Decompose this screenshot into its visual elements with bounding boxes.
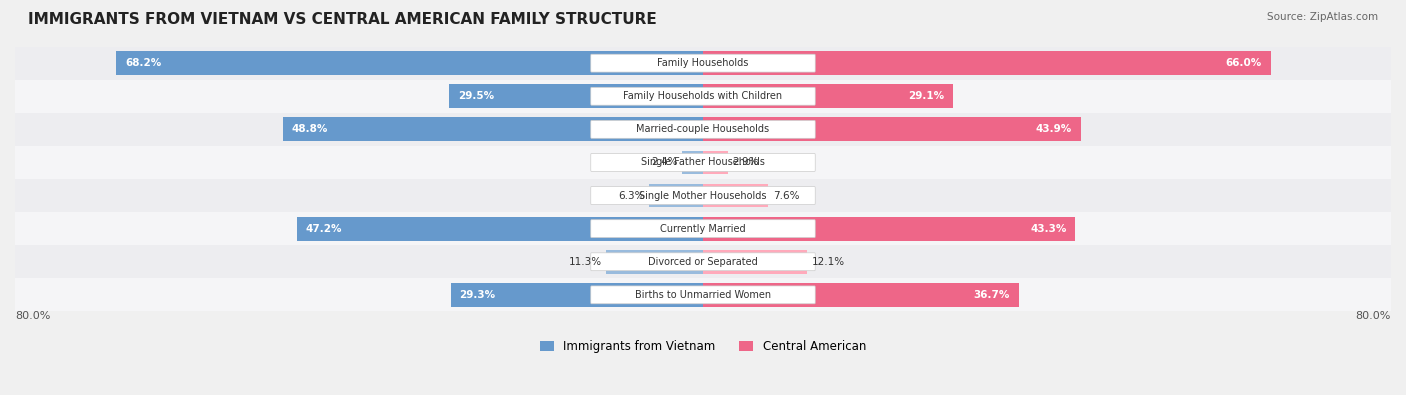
Text: 12.1%: 12.1%: [811, 257, 845, 267]
Bar: [15, 278, 1391, 311]
Bar: [703, 217, 1076, 241]
Bar: [15, 113, 1391, 146]
Text: Family Households with Children: Family Households with Children: [623, 91, 783, 101]
FancyBboxPatch shape: [591, 120, 815, 138]
Bar: [703, 250, 807, 274]
FancyBboxPatch shape: [591, 186, 815, 205]
Bar: [450, 85, 703, 108]
Text: 80.0%: 80.0%: [1355, 311, 1391, 322]
Bar: [703, 117, 1081, 141]
Bar: [297, 217, 703, 241]
Text: Single Mother Households: Single Mother Households: [640, 190, 766, 201]
Text: Source: ZipAtlas.com: Source: ZipAtlas.com: [1267, 12, 1378, 22]
Text: 68.2%: 68.2%: [125, 58, 162, 68]
Text: 66.0%: 66.0%: [1226, 58, 1263, 68]
Text: Births to Unmarried Women: Births to Unmarried Women: [636, 290, 770, 300]
Text: Single Father Households: Single Father Households: [641, 158, 765, 167]
Text: 29.3%: 29.3%: [460, 290, 496, 300]
Bar: [682, 150, 703, 174]
Bar: [284, 117, 703, 141]
FancyBboxPatch shape: [591, 54, 815, 72]
Bar: [703, 150, 728, 174]
Bar: [15, 80, 1391, 113]
Bar: [703, 184, 768, 207]
Text: Family Households: Family Households: [658, 58, 748, 68]
Bar: [15, 47, 1391, 80]
Text: 47.2%: 47.2%: [305, 224, 342, 234]
Text: 43.3%: 43.3%: [1031, 224, 1067, 234]
Text: 11.3%: 11.3%: [568, 257, 602, 267]
Bar: [117, 51, 703, 75]
Bar: [648, 184, 703, 207]
Bar: [703, 283, 1018, 307]
Bar: [15, 212, 1391, 245]
FancyBboxPatch shape: [591, 220, 815, 237]
FancyBboxPatch shape: [591, 87, 815, 105]
Text: 48.8%: 48.8%: [292, 124, 328, 134]
Text: 29.5%: 29.5%: [458, 91, 494, 101]
Legend: Immigrants from Vietnam, Central American: Immigrants from Vietnam, Central America…: [540, 340, 866, 353]
Text: 6.3%: 6.3%: [619, 190, 644, 201]
Text: 2.4%: 2.4%: [651, 158, 678, 167]
Bar: [451, 283, 703, 307]
Bar: [703, 85, 953, 108]
Text: IMMIGRANTS FROM VIETNAM VS CENTRAL AMERICAN FAMILY STRUCTURE: IMMIGRANTS FROM VIETNAM VS CENTRAL AMERI…: [28, 12, 657, 27]
Text: 2.9%: 2.9%: [733, 158, 759, 167]
Bar: [15, 245, 1391, 278]
Bar: [703, 51, 1271, 75]
FancyBboxPatch shape: [591, 154, 815, 171]
Text: 36.7%: 36.7%: [973, 290, 1010, 300]
Bar: [15, 146, 1391, 179]
FancyBboxPatch shape: [591, 286, 815, 304]
Bar: [15, 179, 1391, 212]
FancyBboxPatch shape: [591, 253, 815, 271]
Text: 7.6%: 7.6%: [773, 190, 799, 201]
Text: Married-couple Households: Married-couple Households: [637, 124, 769, 134]
Text: Divorced or Separated: Divorced or Separated: [648, 257, 758, 267]
Text: 80.0%: 80.0%: [15, 311, 51, 322]
Text: Currently Married: Currently Married: [661, 224, 745, 234]
Bar: [606, 250, 703, 274]
Text: 29.1%: 29.1%: [908, 91, 945, 101]
Text: 43.9%: 43.9%: [1036, 124, 1071, 134]
